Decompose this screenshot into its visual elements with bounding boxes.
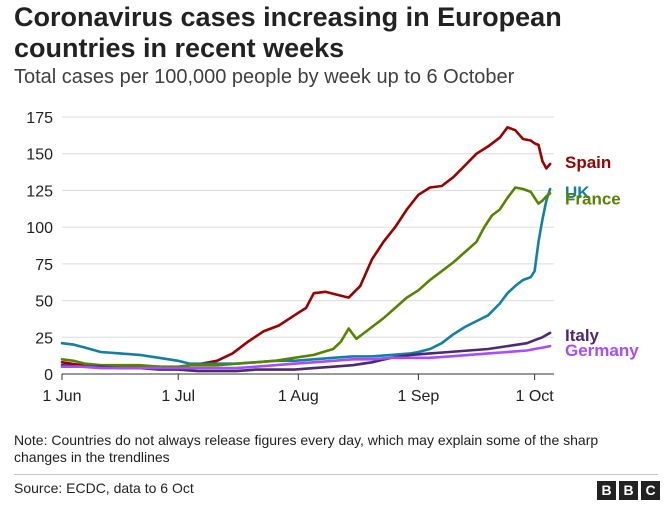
chart-subtitle: Total cases per 100,000 people by week u… [14,66,515,88]
y-tick-label: 100 [26,220,53,237]
series-label-germany: Germany [565,341,639,360]
x-tick-label: 1 Sep [398,388,440,405]
x-tick-label: 1 Aug [278,388,319,405]
series-label-spain: Spain [565,153,611,172]
axes: 0 25 50 75 100 125 150 175 1 Jun 1 Jul 1 Aug 1 Sep 1… [26,110,554,405]
series-label-italy: Italy [565,326,600,345]
bbc-logo-letter: B [597,481,616,500]
y-tick-label: 175 [26,110,53,127]
y-tick-label: 50 [35,294,53,311]
series-label-france: France [565,189,621,208]
y-tick-label: 25 [35,330,53,347]
bbc-logo-letter: B [619,481,638,500]
series-line-spain [60,126,552,370]
bbc-logo: B B C [597,481,660,500]
series-line-uk [60,187,552,365]
line-chart: 0 25 50 75 100 125 150 175 1 Jun 1 Jul 1 Aug 1 Sep 1… [26,110,639,405]
series-line-germany [60,344,552,370]
x-tick-label: 1 Jun [42,388,81,405]
footer-divider [14,474,658,475]
y-tick-label: 0 [44,367,53,384]
chart-title: Coronavirus cases increasing in European… [14,2,562,63]
grid-lines [62,116,554,338]
x-tick-label: 1 Oct [516,388,555,405]
y-tick-label: 75 [35,257,53,274]
series-line-france [60,186,552,368]
y-tick-label: 125 [26,183,53,200]
x-tick-label: 1 Jul [161,388,195,405]
series-label-uk: UK [565,183,590,202]
bbc-logo-letter: C [641,481,660,500]
chart-note: Note: Countries do not always release fi… [14,432,599,465]
y-tick-label: 150 [26,147,53,164]
series-lines [60,126,552,373]
source-text: Source: ECDC, data to 6 Oct [14,480,194,496]
